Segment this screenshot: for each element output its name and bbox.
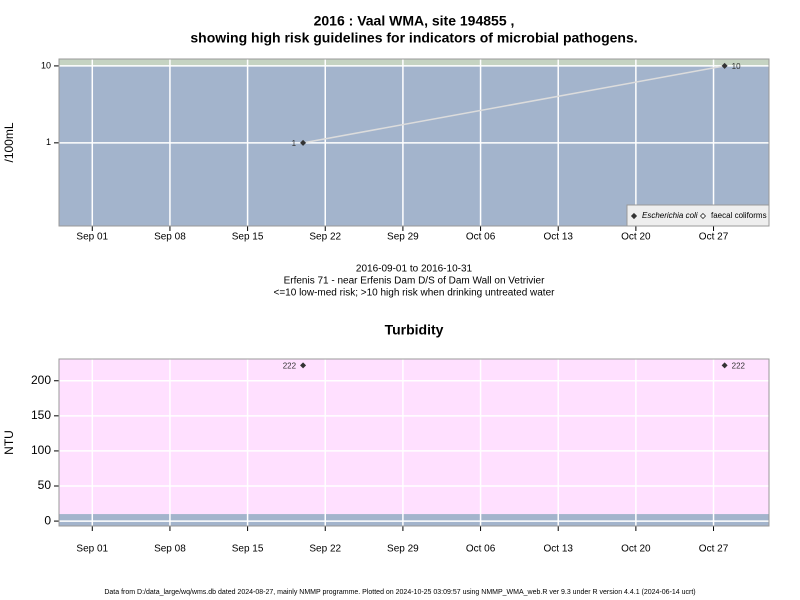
x-tick-label: Sep 15 (232, 232, 264, 243)
x-tick-label: Sep 08 (154, 544, 186, 555)
y-tick-label: 10 (41, 60, 51, 70)
y-axis-label: /100mL (2, 122, 16, 162)
x-tick-label: Sep 15 (232, 544, 264, 555)
y-tick-label: 150 (31, 408, 51, 422)
plot-border (58, 58, 770, 227)
threshold-band (59, 59, 769, 66)
point-label: 222 (283, 361, 297, 370)
point-label: 1 (292, 139, 297, 148)
x-tick-label: Oct 06 (466, 544, 496, 555)
footer: Data from D:/data_large/wq/wms.db dated … (104, 589, 695, 596)
point-label: 222 (732, 361, 746, 370)
x-tick-label: Sep 01 (76, 544, 108, 555)
y-tick-label: 100 (31, 443, 51, 457)
subtitle: 2016-09-01 to 2016-10-31 (356, 264, 473, 275)
plot-background (59, 359, 769, 526)
y-tick-label: 200 (31, 373, 51, 387)
chart-title: 2016 : Vaal WMA, site 194855 , (314, 13, 515, 29)
legend-label: faecal coliforms (711, 211, 767, 220)
x-tick-label: Sep 01 (76, 232, 108, 243)
x-tick-label: Sep 22 (309, 232, 341, 243)
x-tick-label: Oct 13 (543, 232, 573, 243)
x-tick-label: Oct 20 (621, 232, 651, 243)
threshold-band (59, 514, 769, 526)
legend-marker (699, 212, 707, 220)
chart-title: Turbidity (385, 322, 444, 338)
y-tick-label: 1 (46, 137, 51, 147)
y-axis-label: NTU (2, 430, 16, 455)
y-tick-label: 0 (44, 513, 51, 527)
point (300, 139, 307, 146)
point (721, 62, 728, 69)
legend-box (626, 204, 770, 227)
y-tick-label: 50 (38, 478, 52, 492)
subtitle: <=10 low-med risk; >10 high risk when dr… (274, 288, 556, 299)
x-tick-label: Sep 22 (309, 544, 341, 555)
x-tick-label: Sep 29 (387, 232, 419, 243)
point (721, 362, 728, 369)
x-tick-label: Sep 29 (387, 544, 419, 555)
plot-border (58, 358, 770, 527)
subtitle: Erfenis 71 - near Erfenis Dam D/S of Dam… (284, 276, 546, 287)
legend-marker (630, 212, 638, 220)
line (302, 65, 725, 144)
x-tick-label: Oct 27 (699, 232, 729, 243)
x-tick-label: Sep 08 (154, 232, 186, 243)
x-tick-label: Oct 27 (699, 544, 729, 555)
x-tick-label: Oct 13 (543, 544, 573, 555)
x-tick-label: Oct 06 (466, 232, 496, 243)
point-label: 10 (732, 62, 741, 71)
legend-label: Escherichia coli (642, 211, 698, 220)
point (300, 362, 307, 369)
chart-title: showing high risk guidelines for indicat… (190, 30, 637, 46)
x-tick-label: Oct 20 (621, 544, 651, 555)
